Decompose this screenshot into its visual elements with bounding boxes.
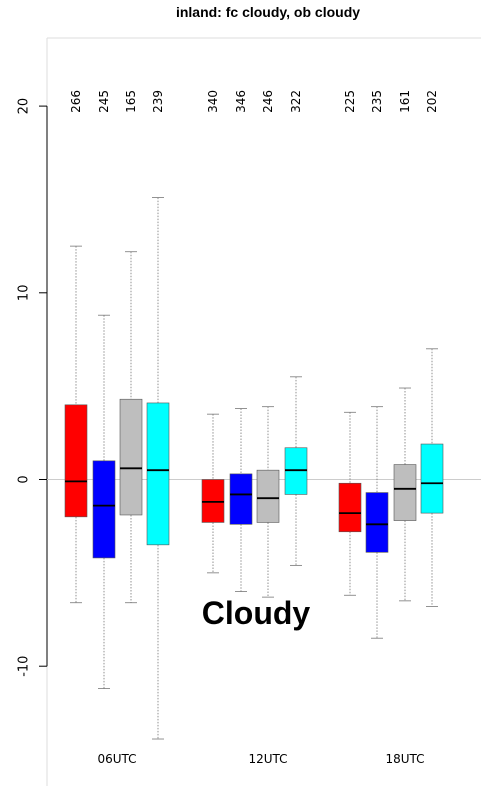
iqr-box <box>201 479 225 523</box>
iqr-box <box>229 473 253 525</box>
y-tick-label: 20 <box>17 98 32 115</box>
sample-counts: 266 245 165 239 340 346 246 322 225 235 161 202 <box>69 90 439 113</box>
box-12UTC-3 <box>256 406 280 598</box>
box-06UTC-2 <box>92 314 116 690</box>
count-label: 239 <box>151 90 165 113</box>
iqr-box <box>119 398 143 516</box>
iqr-box <box>256 469 280 523</box>
iqr-box <box>64 404 88 518</box>
box-06UTC-3 <box>119 251 143 604</box>
iqr-box <box>92 460 116 559</box>
count-label: 225 <box>343 90 357 113</box>
iqr-box <box>365 492 389 553</box>
count-label: 246 <box>261 90 275 113</box>
count-label: 266 <box>69 90 83 113</box>
iqr-box <box>393 464 417 521</box>
box-12UTC-1 <box>201 413 225 574</box>
y-axis: -10 0 10 20 <box>17 98 48 677</box>
y-tick-label: 0 <box>17 475 32 483</box>
count-label: 161 <box>398 90 412 113</box>
y-tick-label: 10 <box>17 285 32 302</box>
x-group-labels: 06UTC 12UTC 18UTC <box>97 752 424 766</box>
boxes <box>64 197 444 740</box>
count-label: 235 <box>370 90 384 113</box>
count-label: 245 <box>97 90 111 113</box>
iqr-box <box>146 402 170 546</box>
iqr-box <box>284 447 308 495</box>
group-label-12UTC: 12UTC <box>248 752 287 766</box>
box-18UTC-4 <box>420 348 444 607</box>
chart-title: inland: fc cloudy, ob cloudy <box>176 4 360 20</box>
box-18UTC-1 <box>338 411 362 596</box>
count-label: 202 <box>425 90 439 113</box>
count-label: 322 <box>289 90 303 113</box>
box-06UTC-4 <box>146 197 170 740</box>
box-06UTC-1 <box>64 245 88 604</box>
count-label: 165 <box>124 90 138 113</box>
count-label: 346 <box>234 90 248 113</box>
box-12UTC-2 <box>229 408 253 592</box>
y-tick-label: -10 <box>17 656 32 677</box>
box-18UTC-2 <box>365 406 389 639</box>
box-12UTC-4 <box>284 376 308 566</box>
iqr-box <box>420 443 444 514</box>
box-18UTC-3 <box>393 387 417 602</box>
cloudy-annotation: Cloudy <box>202 595 311 631</box>
count-label: 340 <box>206 90 220 113</box>
group-label-18UTC: 18UTC <box>385 752 424 766</box>
group-label-06UTC: 06UTC <box>97 752 136 766</box>
iqr-box <box>338 482 362 533</box>
